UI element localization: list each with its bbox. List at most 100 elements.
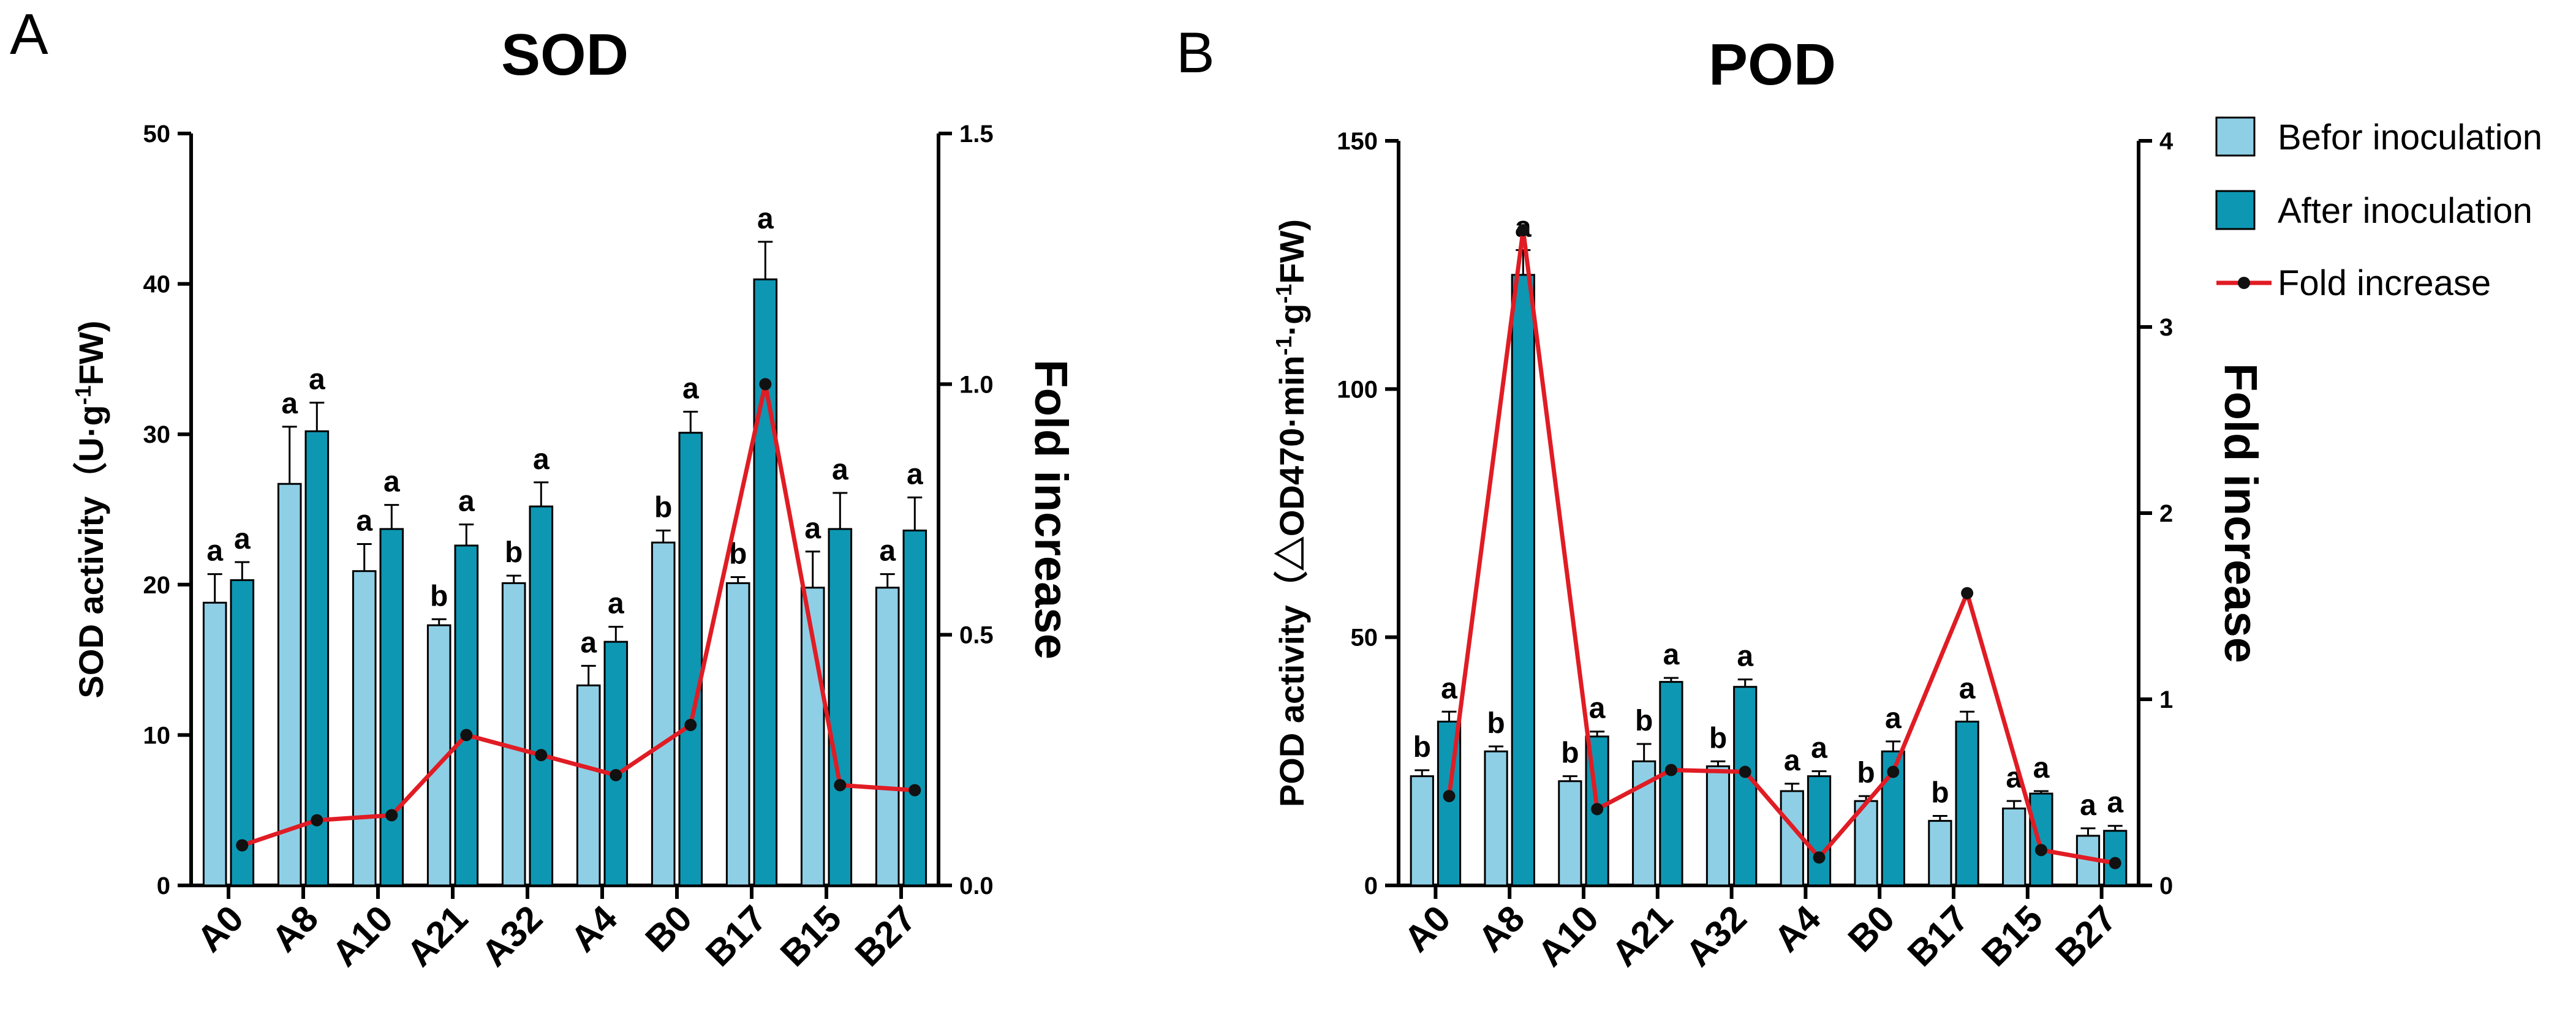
x-tick-label: A0 [189,898,252,960]
significance-letter-after: a [1589,693,1606,725]
bar-before [1705,765,1731,887]
x-tick-label: B0 [638,898,700,960]
x-tick-label: A21 [399,898,475,974]
x-tick-label: A0 [1396,898,1459,960]
legend-dot-fold [2238,277,2250,289]
significance-letter-before: b [430,580,448,612]
bar-after [379,528,404,887]
bar-after [678,432,703,887]
bar-after [529,505,554,887]
x-tick-label: A21 [1604,898,1680,974]
chart-title: POD [1709,32,1836,97]
significance-letter-before: a [879,535,896,568]
bar-after [230,579,255,887]
fold-increase-point [2109,857,2121,869]
y2-axis-label: Fold increase [1025,359,1077,659]
legend-label-fold: Fold increase [2278,263,2491,303]
y-tick-label: 30 [143,421,171,448]
fold-increase-point [1739,765,1751,778]
significance-letter-before: b [1709,722,1727,754]
bar-after [1807,775,1832,887]
significance-letter-after: a [757,203,774,235]
legend-swatch-before [2215,116,2256,157]
fold-increase-point [1961,587,1974,599]
significance-letter-before: b [654,491,672,524]
significance-letter-before: b [1413,731,1431,764]
bar-after [902,529,927,887]
significance-letter-after: a [309,364,325,396]
y-tick-label: 150 [1337,128,1378,155]
fold-increase-point [1813,851,1826,864]
chart-panel-B: B POD 0 50 100 150 0 1 2 3 4 POD activity（△OD470·mi… [1176,20,2267,974]
bar-before [1558,780,1582,887]
x-tick-label: B15 [1974,898,2050,974]
legend-swatch-after [2215,190,2256,230]
y-tick-label: 100 [1337,376,1378,403]
fold-increase-point [535,749,548,762]
chart-title: SOD [501,22,629,88]
significance-letter-before: b [1561,737,1579,770]
significance-letter-after: a [2033,752,2050,784]
x-tick-label: B27 [847,898,924,974]
bar-before [875,587,900,887]
significance-letter-after: a [458,486,475,518]
panel-letter: B [1176,20,1215,85]
y-tick-label: 40 [143,271,171,298]
y-tick-label: 50 [143,121,171,148]
significance-letter-after: a [1885,702,1902,735]
x-tick-label: B17 [1900,898,1976,974]
fold-increase-point [311,814,323,827]
y2-tick-label: 1 [2159,686,2173,713]
bar-after [2029,792,2053,887]
fold-increase-point [684,719,697,732]
y2-tick-label: 1.0 [959,371,994,398]
y2-axis-label: Fold increase [2215,363,2267,663]
y2-tick-label: 0.0 [959,873,994,899]
significance-letter-after: a [234,523,251,555]
bar-after [1511,274,1535,887]
bar-before [277,483,302,887]
bar-after [1659,681,1683,887]
x-tick-label: A4 [1766,897,1829,960]
y-tick-label: 0 [1364,873,1378,899]
significance-letter-before: b [1487,707,1505,740]
x-tick-label: B17 [698,898,774,974]
x-tick-label: B0 [1840,898,1903,960]
x-tick-label: A4 [563,897,625,960]
significance-letter-after: a [2107,787,2123,819]
legend: Befor inoculation After inoculation Fold i… [2215,116,2542,303]
fold-increase-point [1591,803,1604,816]
fold-increase-point [385,809,398,822]
x-tick-label: B27 [2048,898,2125,974]
bar-before [651,541,676,887]
fold-increase-point [1517,223,1530,236]
y-tick-label: 0 [157,873,170,899]
bar-after [603,640,629,887]
y-tick-label: 20 [143,572,171,599]
significance-letter-before: b [1635,705,1653,737]
significance-letter-before: a [804,513,821,545]
x-tick-label: B15 [772,898,849,974]
panel-letter: A [10,2,48,66]
x-tick-label: A32 [1678,898,1754,974]
bar-after [1733,686,1758,887]
significance-letter-before: a [580,626,597,659]
significance-letter-after: a [1663,639,1680,671]
x-tick-label: A32 [474,898,550,974]
y2-tick-label: 4 [2159,128,2174,155]
fold-increase-point [236,839,249,852]
bar-before [202,601,227,887]
legend-label-after: After inoculation [2278,191,2533,231]
x-tick-label: A8 [1470,898,1533,960]
significance-letter-after: a [533,443,550,476]
fold-increase-point [759,378,772,391]
x-tick-label: A8 [264,898,327,960]
significance-letter-before: a [1784,745,1800,777]
bar-before [1928,820,1952,887]
significance-letter-after: a [383,466,400,498]
fold-increase-point [1664,764,1677,776]
y2-tick-label: 1.5 [959,121,994,148]
significance-letter-after: a [608,588,624,620]
y2-tick-label: 2 [2159,500,2173,527]
